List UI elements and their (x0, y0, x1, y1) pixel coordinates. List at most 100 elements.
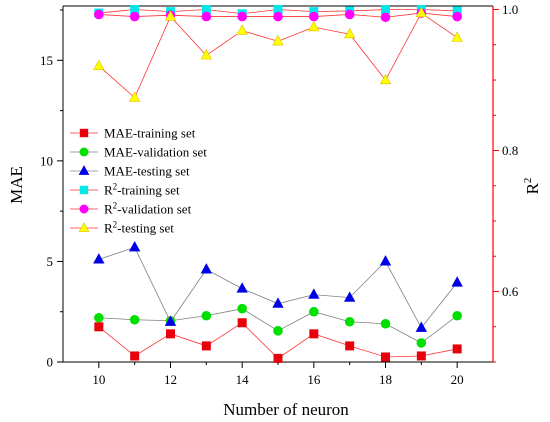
data-point (273, 326, 283, 336)
series-layer (93, 5, 463, 363)
x-tick-label: 16 (307, 372, 321, 387)
data-point (236, 24, 248, 35)
y-axis-left-title: MAE (7, 166, 26, 204)
x-tick-label: 18 (379, 372, 392, 387)
legend-marker (79, 147, 89, 157)
y-axis-right-title: R2 (522, 178, 542, 195)
data-point (237, 318, 247, 328)
data-point (273, 353, 283, 363)
legend-label-rest: -training set (117, 183, 180, 198)
legend-label-main: R (104, 202, 113, 217)
y-right-tick-label: 0.8 (502, 143, 518, 158)
data-point (344, 9, 355, 20)
data-point (236, 282, 248, 293)
legend-label-main: R (104, 183, 113, 198)
data-point (308, 20, 320, 32)
data-point (451, 31, 463, 42)
y-left-tick-label: 5 (47, 254, 54, 269)
x-tick-label: 10 (92, 372, 105, 387)
data-point (416, 338, 427, 348)
data-point (452, 6, 462, 16)
data-point (309, 306, 319, 317)
data-point (237, 303, 247, 314)
data-point (129, 314, 140, 325)
data-point (452, 344, 462, 354)
data-point (308, 288, 320, 299)
legend-label-main: MAE-testing set (104, 164, 190, 179)
data-point (201, 310, 212, 321)
y-axis-right-title-main: R (523, 182, 542, 194)
legend-label: R2-validation set (104, 201, 192, 217)
legend-label-sup: 2 (113, 220, 118, 230)
legend-marker (79, 128, 89, 138)
x-axis-title: Number of neuron (223, 400, 349, 419)
data-point (94, 9, 104, 20)
series-2 (93, 241, 463, 332)
legend-label: MAE-training set (104, 126, 196, 141)
data-point (345, 341, 355, 351)
data-point (273, 5, 283, 15)
data-point (166, 329, 175, 339)
data-point (415, 321, 428, 332)
x-tick-label: 14 (236, 372, 250, 387)
data-point (272, 34, 284, 46)
legend-label: R2-training set (104, 182, 180, 198)
y-left-tick-label: 15 (40, 53, 53, 68)
data-point (415, 6, 428, 18)
data-point (130, 5, 140, 15)
legend-entry: MAE-training set (70, 126, 196, 141)
legend-marker (78, 165, 90, 175)
legend-label: MAE-validation set (104, 145, 207, 160)
y-left-tick-label: 10 (40, 153, 53, 168)
data-point (201, 11, 212, 22)
y-axis-right-title-sup: 2 (522, 178, 534, 184)
data-point (201, 341, 211, 351)
legend-label: R2-testing set (104, 220, 174, 236)
series-1 (94, 303, 462, 348)
legend-label-rest: -validation set (117, 202, 191, 217)
data-point (164, 315, 177, 326)
data-point (93, 253, 105, 264)
legend-entry: R2-training set (70, 182, 180, 198)
legend-label-rest: -testing set (117, 221, 174, 236)
legend: MAE-training set MAE-validation set MAE-te… (70, 126, 207, 236)
x-tick-label: 12 (164, 372, 177, 387)
data-point (379, 255, 392, 266)
data-point (343, 27, 356, 39)
data-point (379, 73, 392, 85)
legend-marker (79, 204, 89, 214)
axes-layer: 10 12 14 16 18 20 0 5 10 15 0.6 0.8 1.0 (40, 2, 519, 387)
data-point (200, 263, 213, 274)
data-point (130, 351, 140, 361)
series-line (98, 308, 458, 344)
series-line (98, 246, 458, 329)
data-point (128, 91, 141, 102)
legend-label-main: R (104, 221, 113, 236)
legend-entry: R2-validation set (70, 201, 192, 217)
data-point (380, 12, 391, 23)
data-point (93, 59, 105, 71)
legend-label-main: MAE-training set (104, 126, 196, 141)
y-right-tick-label: 1.0 (502, 2, 518, 17)
data-point (273, 11, 283, 22)
legend-label-sup: 2 (113, 201, 118, 211)
data-point (164, 10, 177, 21)
data-point (416, 351, 426, 361)
data-point (381, 352, 390, 362)
legend-label: MAE-testing set (104, 164, 190, 179)
legend-entry: R2-testing set (70, 220, 174, 236)
data-point (128, 241, 141, 252)
legend-entry: MAE-testing set (70, 164, 190, 179)
data-point (129, 11, 140, 22)
data-point (343, 291, 356, 302)
data-point (272, 297, 284, 308)
data-point (452, 310, 462, 321)
x-tick-label: 20 (451, 372, 464, 387)
y-right-tick-label: 0.6 (502, 284, 519, 299)
series-0 (94, 318, 462, 363)
legend-label-main: MAE-validation set (104, 145, 207, 160)
legend-marker (78, 222, 90, 232)
data-point (309, 7, 319, 17)
data-point (380, 318, 391, 329)
